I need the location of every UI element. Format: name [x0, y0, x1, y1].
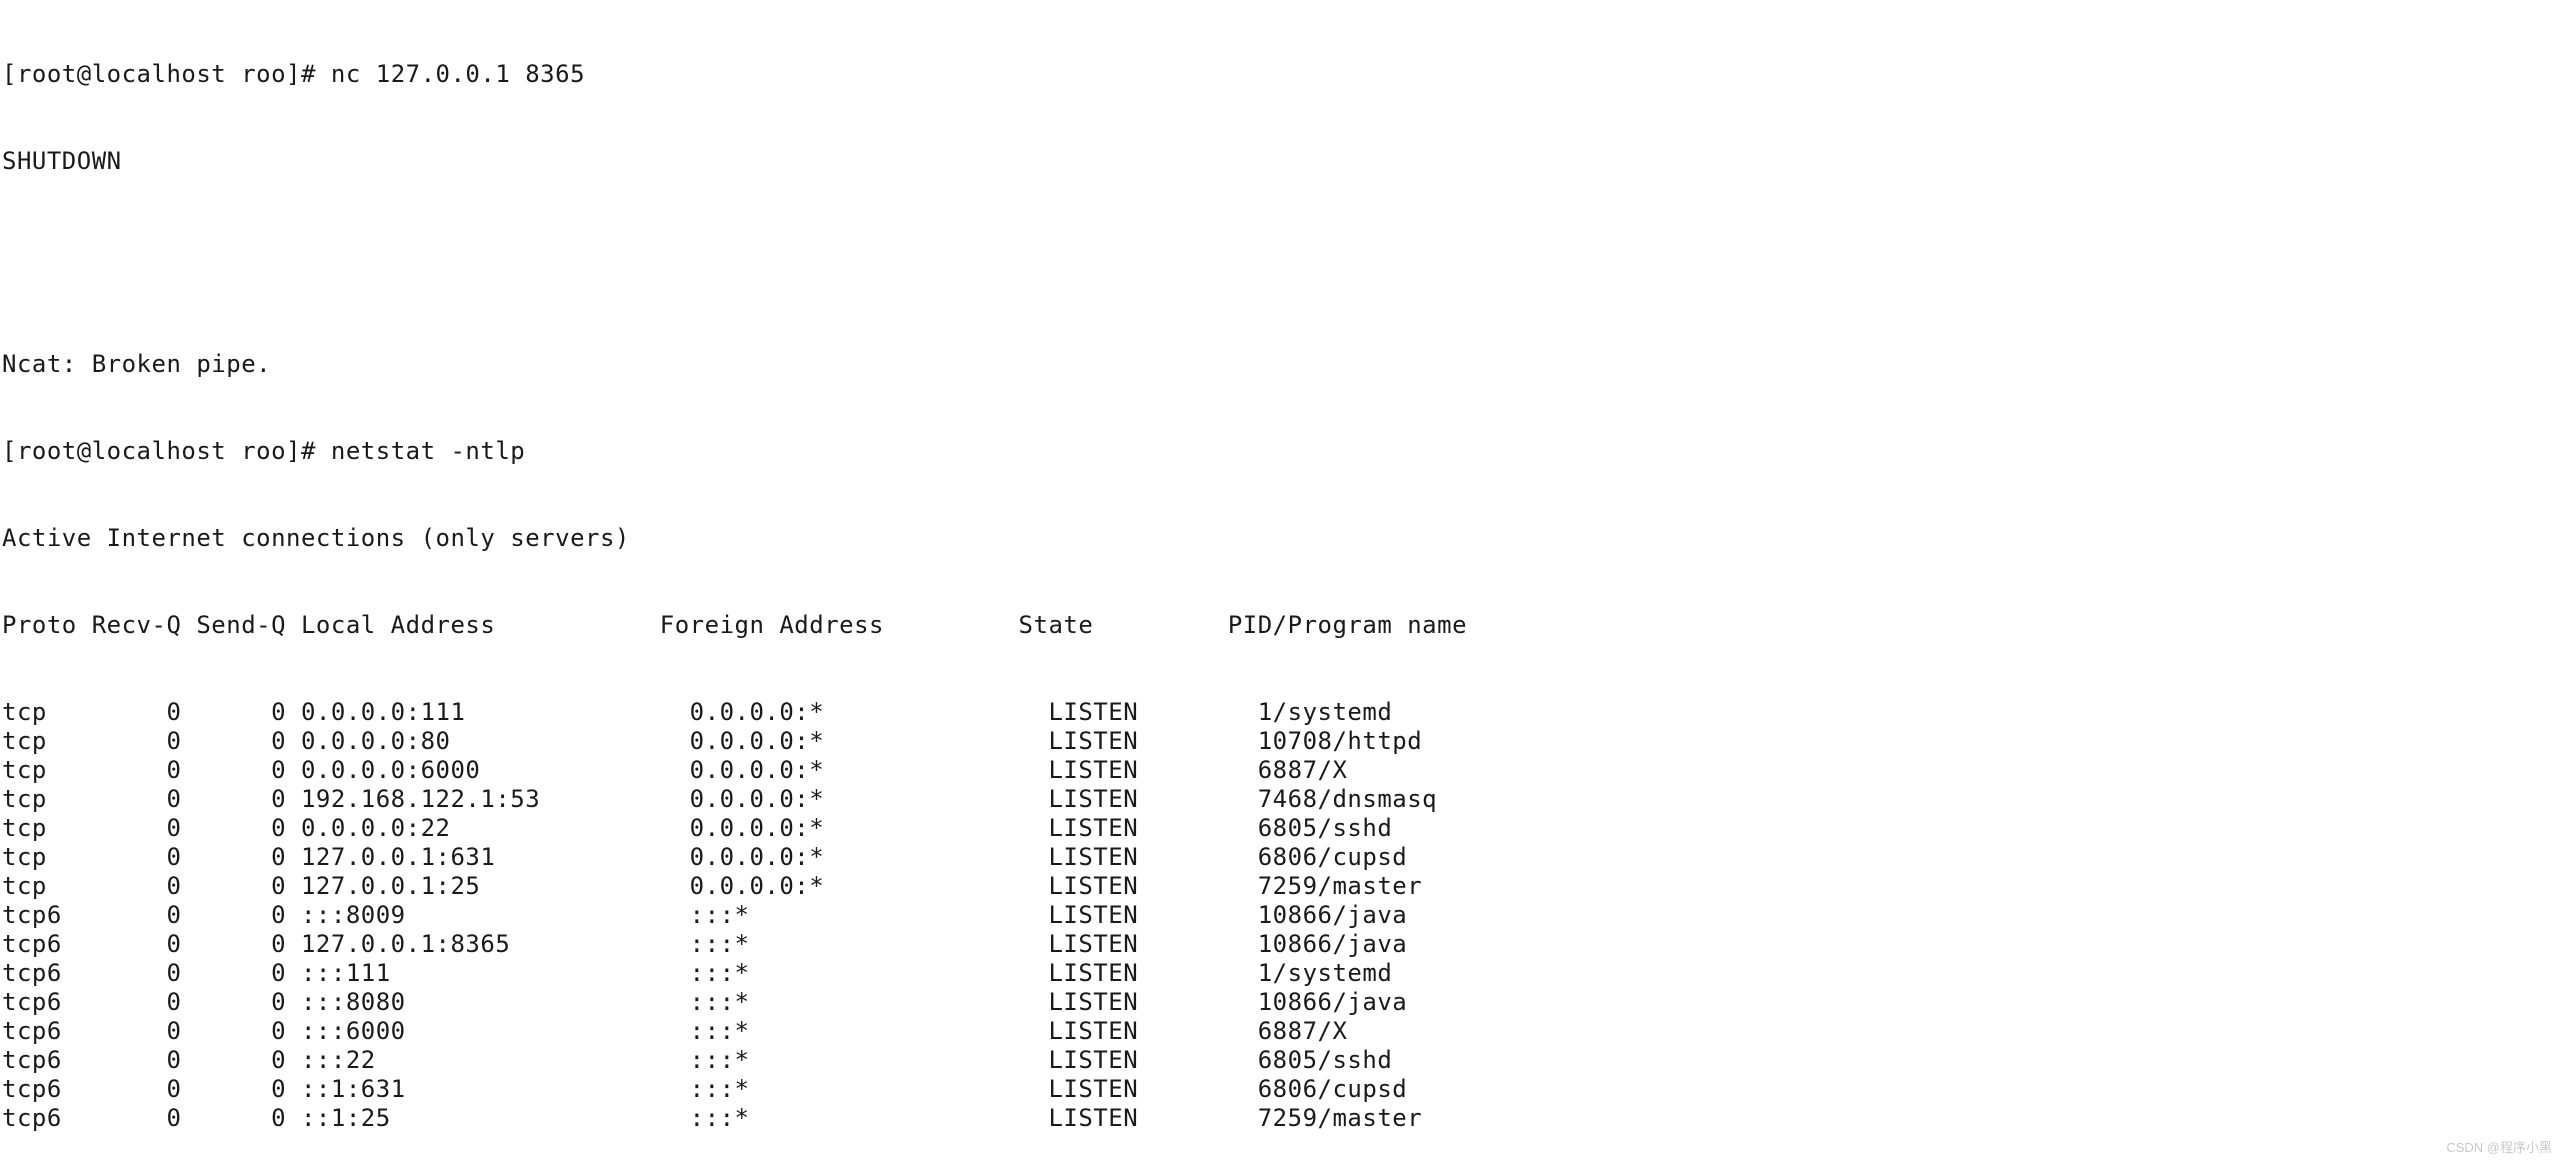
netstat-row: tcp 0 0 127.0.0.1:25 0.0.0.0:* LISTEN 72… [2, 872, 2558, 901]
netstat-row: tcp6 0 0 ::1:25 :::* LISTEN 7259/master [2, 1104, 2558, 1133]
netstat-row: tcp 0 0 127.0.0.1:631 0.0.0.0:* LISTEN 6… [2, 843, 2558, 872]
terminal-output: [root@localhost roo]# nc 127.0.0.1 8365 … [0, 0, 2560, 1162]
netstat-rows-container: tcp 0 0 0.0.0.0:111 0.0.0.0:* LISTEN 1/s… [2, 698, 2558, 1133]
nc-output-line: SHUTDOWN [2, 147, 2558, 176]
netstat-row: tcp 0 0 0.0.0.0:6000 0.0.0.0:* LISTEN 68… [2, 756, 2558, 785]
shell-prompt: [root@localhost roo]# [2, 60, 331, 88]
shell-prompt: [root@localhost roo]# [2, 437, 331, 465]
netstat-row: tcp 0 0 0.0.0.0:111 0.0.0.0:* LISTEN 1/s… [2, 698, 2558, 727]
netstat-row: tcp6 0 0 ::1:631 :::* LISTEN 6806/cupsd [2, 1075, 2558, 1104]
netstat-row: tcp6 0 0 :::22 :::* LISTEN 6805/sshd [2, 1046, 2558, 1075]
command-text: nc 127.0.0.1 8365 [331, 60, 585, 88]
prompt-line-1: [root@localhost roo]# nc 127.0.0.1 8365 [2, 60, 2558, 89]
netstat-row: tcp6 0 0 :::111 :::* LISTEN 1/systemd [2, 959, 2558, 988]
netstat-row: tcp 0 0 0.0.0.0:22 0.0.0.0:* LISTEN 6805… [2, 814, 2558, 843]
prompt-line-2: [root@localhost roo]# netstat -ntlp [2, 437, 2558, 466]
csdn-watermark: CSDN @程序小黑 [2446, 1137, 2552, 1156]
command-text: netstat -ntlp [331, 437, 525, 465]
netstat-row: tcp 0 0 0.0.0.0:80 0.0.0.0:* LISTEN 1070… [2, 727, 2558, 756]
netstat-row: tcp6 0 0 :::8080 :::* LISTEN 10866/java [2, 988, 2558, 1017]
ncat-error-line: Ncat: Broken pipe. [2, 350, 2558, 379]
netstat-row: tcp6 0 0 127.0.0.1:8365 :::* LISTEN 1086… [2, 930, 2558, 959]
netstat-heading: Active Internet connections (only server… [2, 524, 2558, 553]
blank-lines [2, 234, 2558, 292]
netstat-columns-header: Proto Recv-Q Send-Q Local Address Foreig… [2, 611, 2558, 640]
netstat-row: tcp6 0 0 :::8009 :::* LISTEN 10866/java [2, 901, 2558, 930]
netstat-row: tcp6 0 0 :::6000 :::* LISTEN 6887/X [2, 1017, 2558, 1046]
netstat-row: tcp 0 0 192.168.122.1:53 0.0.0.0:* LISTE… [2, 785, 2558, 814]
